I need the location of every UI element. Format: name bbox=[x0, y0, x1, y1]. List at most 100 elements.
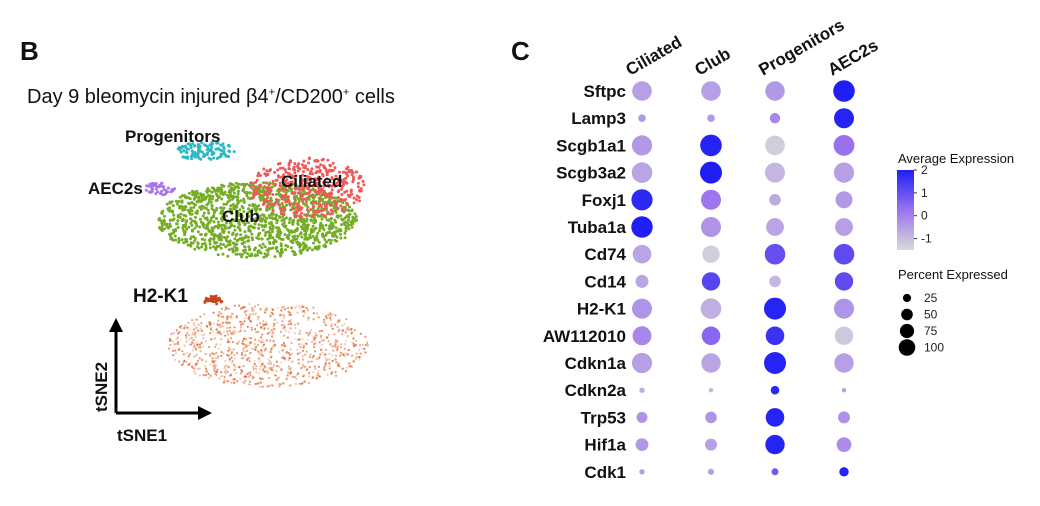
tsne-cell-point bbox=[306, 168, 310, 171]
feature-cell-point bbox=[245, 375, 248, 378]
tsne-cell-point bbox=[218, 155, 222, 159]
feature-cell-point bbox=[181, 350, 184, 353]
size-legend-dot bbox=[898, 339, 916, 356]
feature-cell-point bbox=[260, 336, 263, 339]
tsne-cell-point bbox=[296, 169, 300, 173]
feature-cell-point bbox=[327, 313, 330, 317]
feature-cell-point bbox=[328, 352, 331, 355]
tsne-cell-point bbox=[227, 196, 231, 200]
feature-cell-point bbox=[351, 365, 354, 368]
tsne-cell-point bbox=[318, 229, 321, 233]
tsne-cell-point bbox=[193, 220, 197, 224]
tsne-cell-point bbox=[183, 208, 187, 212]
tsne-cell-point bbox=[200, 245, 204, 249]
feature-cell-point bbox=[217, 310, 221, 313]
tsne-cell-point bbox=[156, 190, 160, 194]
feature-cell-point bbox=[234, 365, 237, 368]
tsne-cell-point bbox=[222, 217, 225, 221]
tsne-cell-point bbox=[205, 195, 208, 199]
tsne-cell-point bbox=[248, 254, 252, 258]
color-legend-title: Average Expression bbox=[898, 151, 1014, 166]
tsne-cell-point bbox=[229, 183, 233, 187]
feature-gene-label: H2-K1 bbox=[133, 286, 188, 307]
tsne-cell-point bbox=[296, 166, 300, 170]
tsne-cell-point bbox=[182, 149, 186, 152]
feature-cell-point bbox=[294, 323, 297, 326]
tsne-cell-point bbox=[315, 213, 319, 217]
panel-b-letter: B bbox=[20, 36, 39, 66]
tsne-cell-point bbox=[171, 238, 175, 242]
feature-cell-point bbox=[247, 316, 250, 319]
gene-label: Tuba1a bbox=[568, 218, 627, 237]
feature-cell-point bbox=[343, 347, 346, 350]
tsne-cell-point bbox=[188, 191, 191, 195]
feature-cell-point bbox=[307, 316, 310, 319]
feature-cell-point bbox=[255, 367, 258, 370]
tsne-cell-point bbox=[319, 221, 323, 225]
feature-cell-point bbox=[223, 367, 226, 370]
tsne-cell-point bbox=[268, 192, 272, 196]
tsne-cell-point bbox=[325, 195, 329, 199]
tsne-cell-point bbox=[355, 218, 359, 222]
tsne-cell-point bbox=[330, 209, 334, 213]
tsne-cell-point bbox=[161, 185, 165, 189]
tsne-cell-point bbox=[355, 198, 358, 202]
feature-cell-point bbox=[346, 353, 349, 356]
feature-cell-point bbox=[220, 338, 223, 341]
dot-Tuba1a-Club bbox=[701, 217, 721, 237]
tsne-cell-point bbox=[162, 214, 166, 218]
feature-cell-point bbox=[251, 375, 254, 378]
feature-cell-point bbox=[341, 333, 344, 336]
tsne-cell-point bbox=[261, 242, 265, 246]
feature-cell-point bbox=[198, 367, 201, 370]
feature-cell-point bbox=[270, 347, 273, 350]
tsne-cell-point bbox=[308, 156, 311, 160]
tsne-cell-point bbox=[316, 238, 320, 242]
feature-cell-point bbox=[227, 380, 230, 383]
tsne-cell-point bbox=[312, 218, 316, 222]
tsne-cell-point bbox=[181, 155, 185, 159]
feature-cell-point bbox=[344, 339, 347, 343]
tsne-cell-point bbox=[328, 225, 332, 229]
feature-cell-point bbox=[223, 378, 226, 381]
tsne-cell-point bbox=[193, 247, 197, 251]
tsne-cell-point bbox=[276, 249, 280, 253]
feature-cell-point bbox=[226, 329, 229, 333]
feature-cell-point bbox=[296, 311, 299, 314]
feature-cell-point bbox=[224, 321, 227, 324]
tsne-cell-point bbox=[210, 232, 214, 236]
feature-cell-point bbox=[305, 306, 308, 310]
feature-cell-point bbox=[339, 351, 342, 354]
feature-cell-point bbox=[281, 349, 284, 352]
tsne-cell-point bbox=[199, 233, 203, 236]
tsne-cell-point bbox=[261, 217, 265, 221]
tsne-cell-point bbox=[224, 245, 228, 249]
tsne-cell-point bbox=[224, 221, 228, 225]
tsne-cell-point bbox=[204, 232, 208, 236]
tsne-cell-point bbox=[232, 224, 236, 228]
tsne-cell-point bbox=[343, 223, 347, 227]
tsne-cell-point bbox=[315, 170, 319, 173]
feature-cell-point bbox=[254, 328, 257, 331]
tsne-cell-point bbox=[278, 193, 282, 197]
tsne-cell-point bbox=[147, 190, 151, 194]
feature-cell-point bbox=[186, 326, 189, 329]
feature-cell-point bbox=[262, 343, 265, 346]
feature-cell-point bbox=[210, 328, 213, 331]
feature-cell-point bbox=[226, 326, 229, 329]
feature-cell-point bbox=[249, 383, 252, 386]
tsne-cell-point bbox=[313, 227, 317, 231]
feature-cell-point bbox=[305, 331, 308, 334]
feature-cell-point bbox=[233, 357, 236, 360]
size-legend-label: 75 bbox=[924, 324, 938, 338]
tsne-cell-point bbox=[209, 218, 213, 222]
tsne-cell-point bbox=[340, 223, 343, 227]
feature-cell-point bbox=[334, 345, 338, 349]
feature-cell-point bbox=[351, 354, 354, 357]
tsne-cell-point bbox=[269, 205, 273, 209]
tsne-cell-point bbox=[227, 144, 231, 148]
tsne-cell-point bbox=[189, 221, 193, 225]
tsne-cell-point bbox=[316, 231, 320, 235]
tsne-cell-point bbox=[194, 193, 197, 197]
tsne-cell-point bbox=[325, 192, 329, 196]
